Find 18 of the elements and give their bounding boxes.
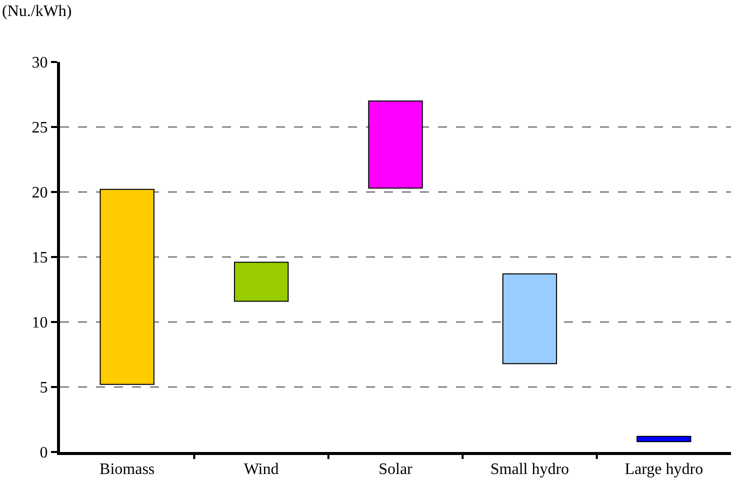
bar [234, 262, 289, 302]
y-tick-label: 5 [40, 380, 48, 397]
y-tick-label: 0 [40, 444, 48, 462]
x-tick-label: Biomass [100, 461, 155, 478]
bar [502, 273, 558, 364]
y-axis-title: (Nu./kWh) [2, 3, 72, 20]
y-tick-label: 25 [32, 120, 48, 137]
y-tick-label: 15 [32, 250, 48, 267]
x-tick-label: Large hydro [624, 461, 704, 478]
bar [636, 436, 692, 442]
x-tick-label: Solar [378, 461, 414, 478]
x-tick-label: Wind [244, 461, 279, 478]
bar [368, 100, 423, 189]
y-tick-label: 30 [32, 54, 48, 72]
x-tick-label: Small hydro [490, 461, 570, 478]
bar [100, 188, 154, 385]
y-tick-label: 20 [32, 184, 48, 202]
y-tick-label: 10 [32, 314, 48, 332]
